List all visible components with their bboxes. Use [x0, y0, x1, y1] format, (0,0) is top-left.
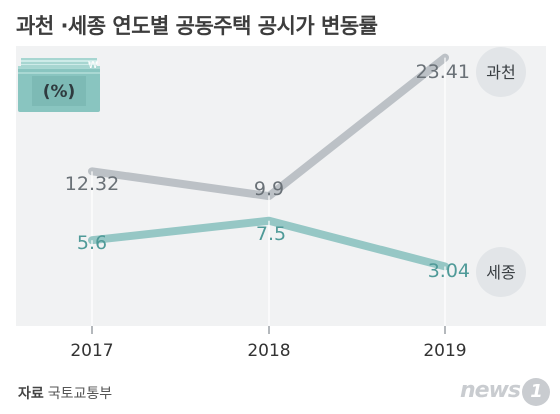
source-label: 자료: [18, 386, 44, 402]
logo-text: news: [459, 378, 521, 403]
x-tick-label-2017: 2017: [70, 341, 113, 361]
series-badge-sejong: [476, 247, 526, 297]
data-label-gwacheon-2017: 12.32: [65, 173, 119, 195]
series-name-gwacheon: 과천: [486, 63, 515, 82]
source-note: 자료 국토교통부: [18, 383, 112, 403]
money-symbol: ₩: [88, 60, 98, 71]
unit-label: (%): [43, 82, 76, 102]
series-name-sejong: 세종: [486, 263, 515, 282]
data-label-gwacheon-2019: 23.41: [416, 61, 470, 83]
logo-number: 1: [522, 378, 550, 406]
x-tick-label-2019: 2019: [423, 341, 466, 361]
news1-logo: news 1: [460, 378, 550, 406]
data-label-gwacheon-2018: 9.9: [254, 178, 284, 200]
source-value: 국토교통부: [47, 386, 113, 402]
chart-title: 과천 ·세종 연도별 공동주택 공시가 변동률: [16, 14, 378, 38]
data-label-sejong-2019: 3.04: [428, 260, 470, 282]
series-badge-gwacheon: [476, 47, 526, 97]
data-label-sejong-2018: 7.5: [256, 223, 286, 245]
money-stack-percent-icon: ₩ (%): [18, 58, 100, 112]
data-label-sejong-2017: 5.6: [77, 232, 107, 254]
x-tick-label-2018: 2018: [247, 341, 290, 361]
series-line-gwacheon: [88, 53, 449, 201]
